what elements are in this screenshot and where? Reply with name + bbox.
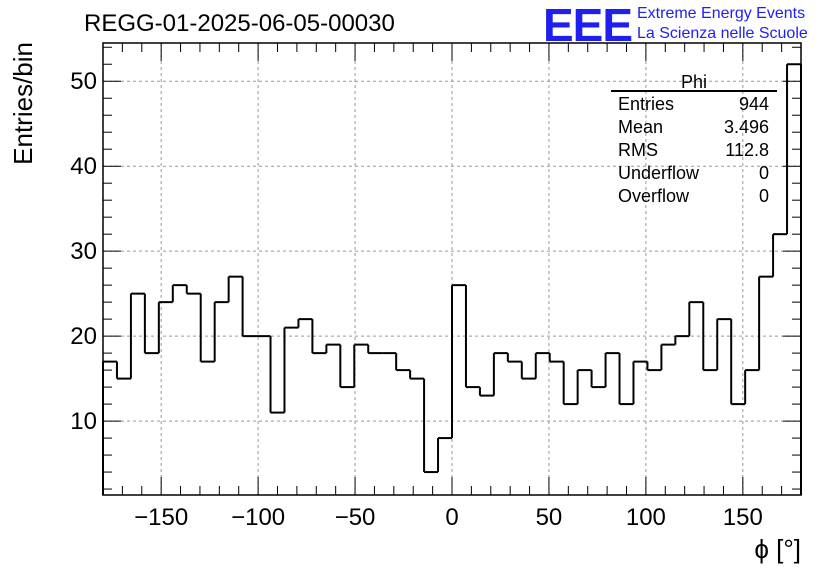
x-tick-label: 150 <box>723 504 763 531</box>
stats-row-value: 112.8 <box>725 140 769 160</box>
y-tick-label: 50 <box>70 68 97 95</box>
x-tick-label: −50 <box>335 504 376 531</box>
stats-row-label: Overflow <box>618 186 690 206</box>
stats-row-label: RMS <box>618 140 658 160</box>
x-tick-label: −150 <box>134 504 188 531</box>
stats-row-value: 0 <box>759 163 769 183</box>
y-tick-label: 30 <box>70 238 97 265</box>
stats-row-label: Entries <box>618 94 674 114</box>
logo-line-2: La Scienza nelle Scuole <box>637 25 808 42</box>
stats-row-value: 0 <box>759 186 769 206</box>
stats-row-value: 3.496 <box>724 117 769 137</box>
x-tick-label: 100 <box>626 504 666 531</box>
logo-line-1: Extreme Energy Events <box>637 5 806 22</box>
stats-title: Phi <box>681 72 707 92</box>
x-tick-label: −100 <box>231 504 285 531</box>
y-tick-label: 40 <box>70 153 97 180</box>
stats-row-label: Mean <box>618 117 663 137</box>
stats-row-value: 944 <box>739 94 769 114</box>
stats-row-label: Underflow <box>618 163 700 183</box>
x-tick-label: 50 <box>536 504 563 531</box>
x-tick-label: 0 <box>445 504 458 531</box>
x-axis-label: ϕ [°] <box>754 534 801 564</box>
y-tick-label: 20 <box>70 323 97 350</box>
y-axis-label: Entries/bin <box>8 42 38 165</box>
y-tick-label: 10 <box>70 408 97 435</box>
chart-title: REGG-01-2025-06-05-00030 <box>84 10 395 37</box>
